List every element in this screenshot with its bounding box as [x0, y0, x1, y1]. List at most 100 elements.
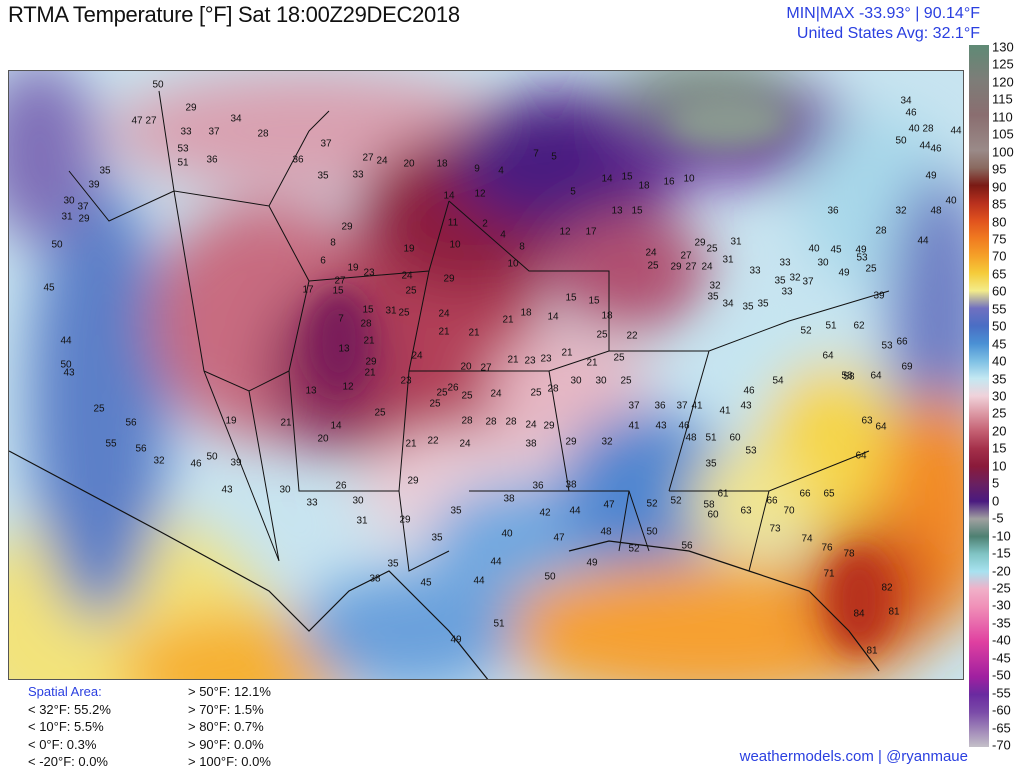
- station-value: 16: [663, 176, 675, 188]
- station-value: 52: [670, 495, 682, 507]
- station-value: 29: [565, 436, 577, 448]
- colorbar-tick-label: -50: [992, 667, 1011, 683]
- station-value: 20: [317, 433, 329, 445]
- colorbar-tick-label: 30: [992, 388, 1007, 404]
- colorbar-tick-label: 95: [992, 161, 1007, 177]
- station-value: 27: [680, 250, 692, 262]
- station-value: 21: [364, 367, 376, 379]
- colorbar-tick-label: -60: [992, 702, 1011, 718]
- station-value: 18: [601, 310, 613, 322]
- station-value: 28: [875, 225, 887, 237]
- station-value: 37: [77, 201, 89, 213]
- station-value: 25: [620, 375, 632, 387]
- stat-below-32: < 32°F: 55.2%: [28, 701, 111, 717]
- station-value: 47: [131, 115, 143, 127]
- station-value: 32: [895, 205, 907, 217]
- station-value: 44: [919, 140, 931, 152]
- station-value: 15: [631, 205, 643, 217]
- station-value: 23: [363, 267, 375, 279]
- station-value: 7: [338, 313, 344, 325]
- stat-below-0: < 0°F: 0.3%: [28, 736, 97, 752]
- colorbar-tick-label: 80: [992, 214, 1007, 229]
- station-value: 44: [60, 335, 72, 347]
- colorbar-tick-label: 105: [992, 126, 1014, 142]
- station-value: 28: [257, 128, 269, 140]
- station-value: 27: [480, 362, 492, 374]
- colorbar-tick-label: 20: [992, 423, 1007, 439]
- station-value: 32: [709, 280, 721, 292]
- station-value: 30: [817, 257, 829, 269]
- station-value: 38: [565, 479, 577, 491]
- station-value: 36: [654, 400, 666, 412]
- station-value: 76: [821, 542, 833, 554]
- station-value: 29: [443, 273, 455, 285]
- station-value: 35: [742, 301, 754, 313]
- station-value: 35: [387, 558, 399, 570]
- station-value: 19: [225, 415, 237, 427]
- station-value: 41: [628, 420, 640, 432]
- station-value: 14: [330, 420, 342, 432]
- credit-link[interactable]: weathermodels.com | @ryanmaue: [739, 748, 968, 765]
- station-value: 21: [405, 438, 417, 450]
- station-value: 60: [729, 432, 741, 444]
- station-value: 50: [152, 79, 164, 91]
- station-value: 21: [586, 357, 598, 369]
- station-value: 84: [853, 608, 865, 620]
- colorbar-tick-label: 115: [992, 91, 1013, 107]
- state-borders: [9, 90, 890, 679]
- station-value: 56: [681, 540, 693, 552]
- station-value: 36: [206, 154, 218, 166]
- station-value: 40: [808, 243, 820, 255]
- colorbar-tick-label: 100: [992, 144, 1014, 160]
- station-value: 56: [125, 417, 137, 429]
- colorbar-tick-label: 5: [992, 475, 1000, 491]
- station-value: 29: [694, 237, 706, 249]
- stat-below-10: < 10°F: 5.5%: [28, 719, 104, 734]
- station-value: 27: [145, 115, 157, 127]
- station-value: 30: [352, 495, 364, 507]
- station-value: 48: [930, 205, 942, 217]
- colorbar-tick-label: 60: [992, 283, 1007, 299]
- station-value: 64: [875, 421, 887, 433]
- colorbar-tick-label: 65: [992, 266, 1007, 282]
- station-value: 14: [547, 311, 559, 323]
- station-value: 15: [621, 171, 633, 183]
- station-value: 4: [498, 165, 504, 177]
- station-value: 8: [330, 237, 336, 249]
- colorbar-tick-label: -25: [992, 580, 1011, 596]
- station-value: 25: [436, 387, 448, 399]
- station-value: 51: [493, 618, 505, 630]
- station-value: 62: [853, 320, 865, 332]
- us-average-readout: United States Avg: 32.1°F: [796, 25, 980, 42]
- station-value: 31: [730, 236, 742, 248]
- station-value: 19: [347, 262, 359, 274]
- station-value: 34: [900, 95, 912, 107]
- station-value: 58: [841, 370, 853, 382]
- map-title: RTMA Temperature [°F] Sat 18:00Z29DEC201…: [8, 2, 460, 27]
- colorbar-tick-label: 120: [992, 74, 1014, 90]
- station-value: 41: [719, 405, 731, 417]
- station-value: 2: [482, 218, 488, 230]
- station-value: 27: [362, 152, 374, 164]
- station-value: 48: [685, 432, 697, 444]
- station-value: 71: [823, 568, 835, 580]
- station-value: 47: [553, 532, 565, 544]
- station-value: 43: [655, 420, 667, 432]
- station-value: 25: [429, 398, 441, 410]
- colorbar-tick-label: -45: [992, 650, 1011, 666]
- spatial-area-above: > 50°F: 12.1% > 70°F: 1.5% > 80°F: 0.7% …: [188, 683, 271, 771]
- station-value: 21: [502, 314, 514, 326]
- station-value: 44: [490, 556, 502, 568]
- station-value: 21: [438, 326, 450, 338]
- station-value: 13: [338, 343, 350, 355]
- station-value: 21: [280, 417, 292, 429]
- station-value: 53: [177, 143, 189, 155]
- station-value: 37: [676, 400, 688, 412]
- station-value: 25: [596, 329, 608, 341]
- station-value: 69: [901, 361, 913, 373]
- station-value: 37: [208, 126, 220, 138]
- station-value: 25: [93, 403, 105, 415]
- station-value: 39: [88, 179, 100, 191]
- station-value: 50: [544, 571, 556, 583]
- colorbar-tick-label: 40: [992, 353, 1007, 369]
